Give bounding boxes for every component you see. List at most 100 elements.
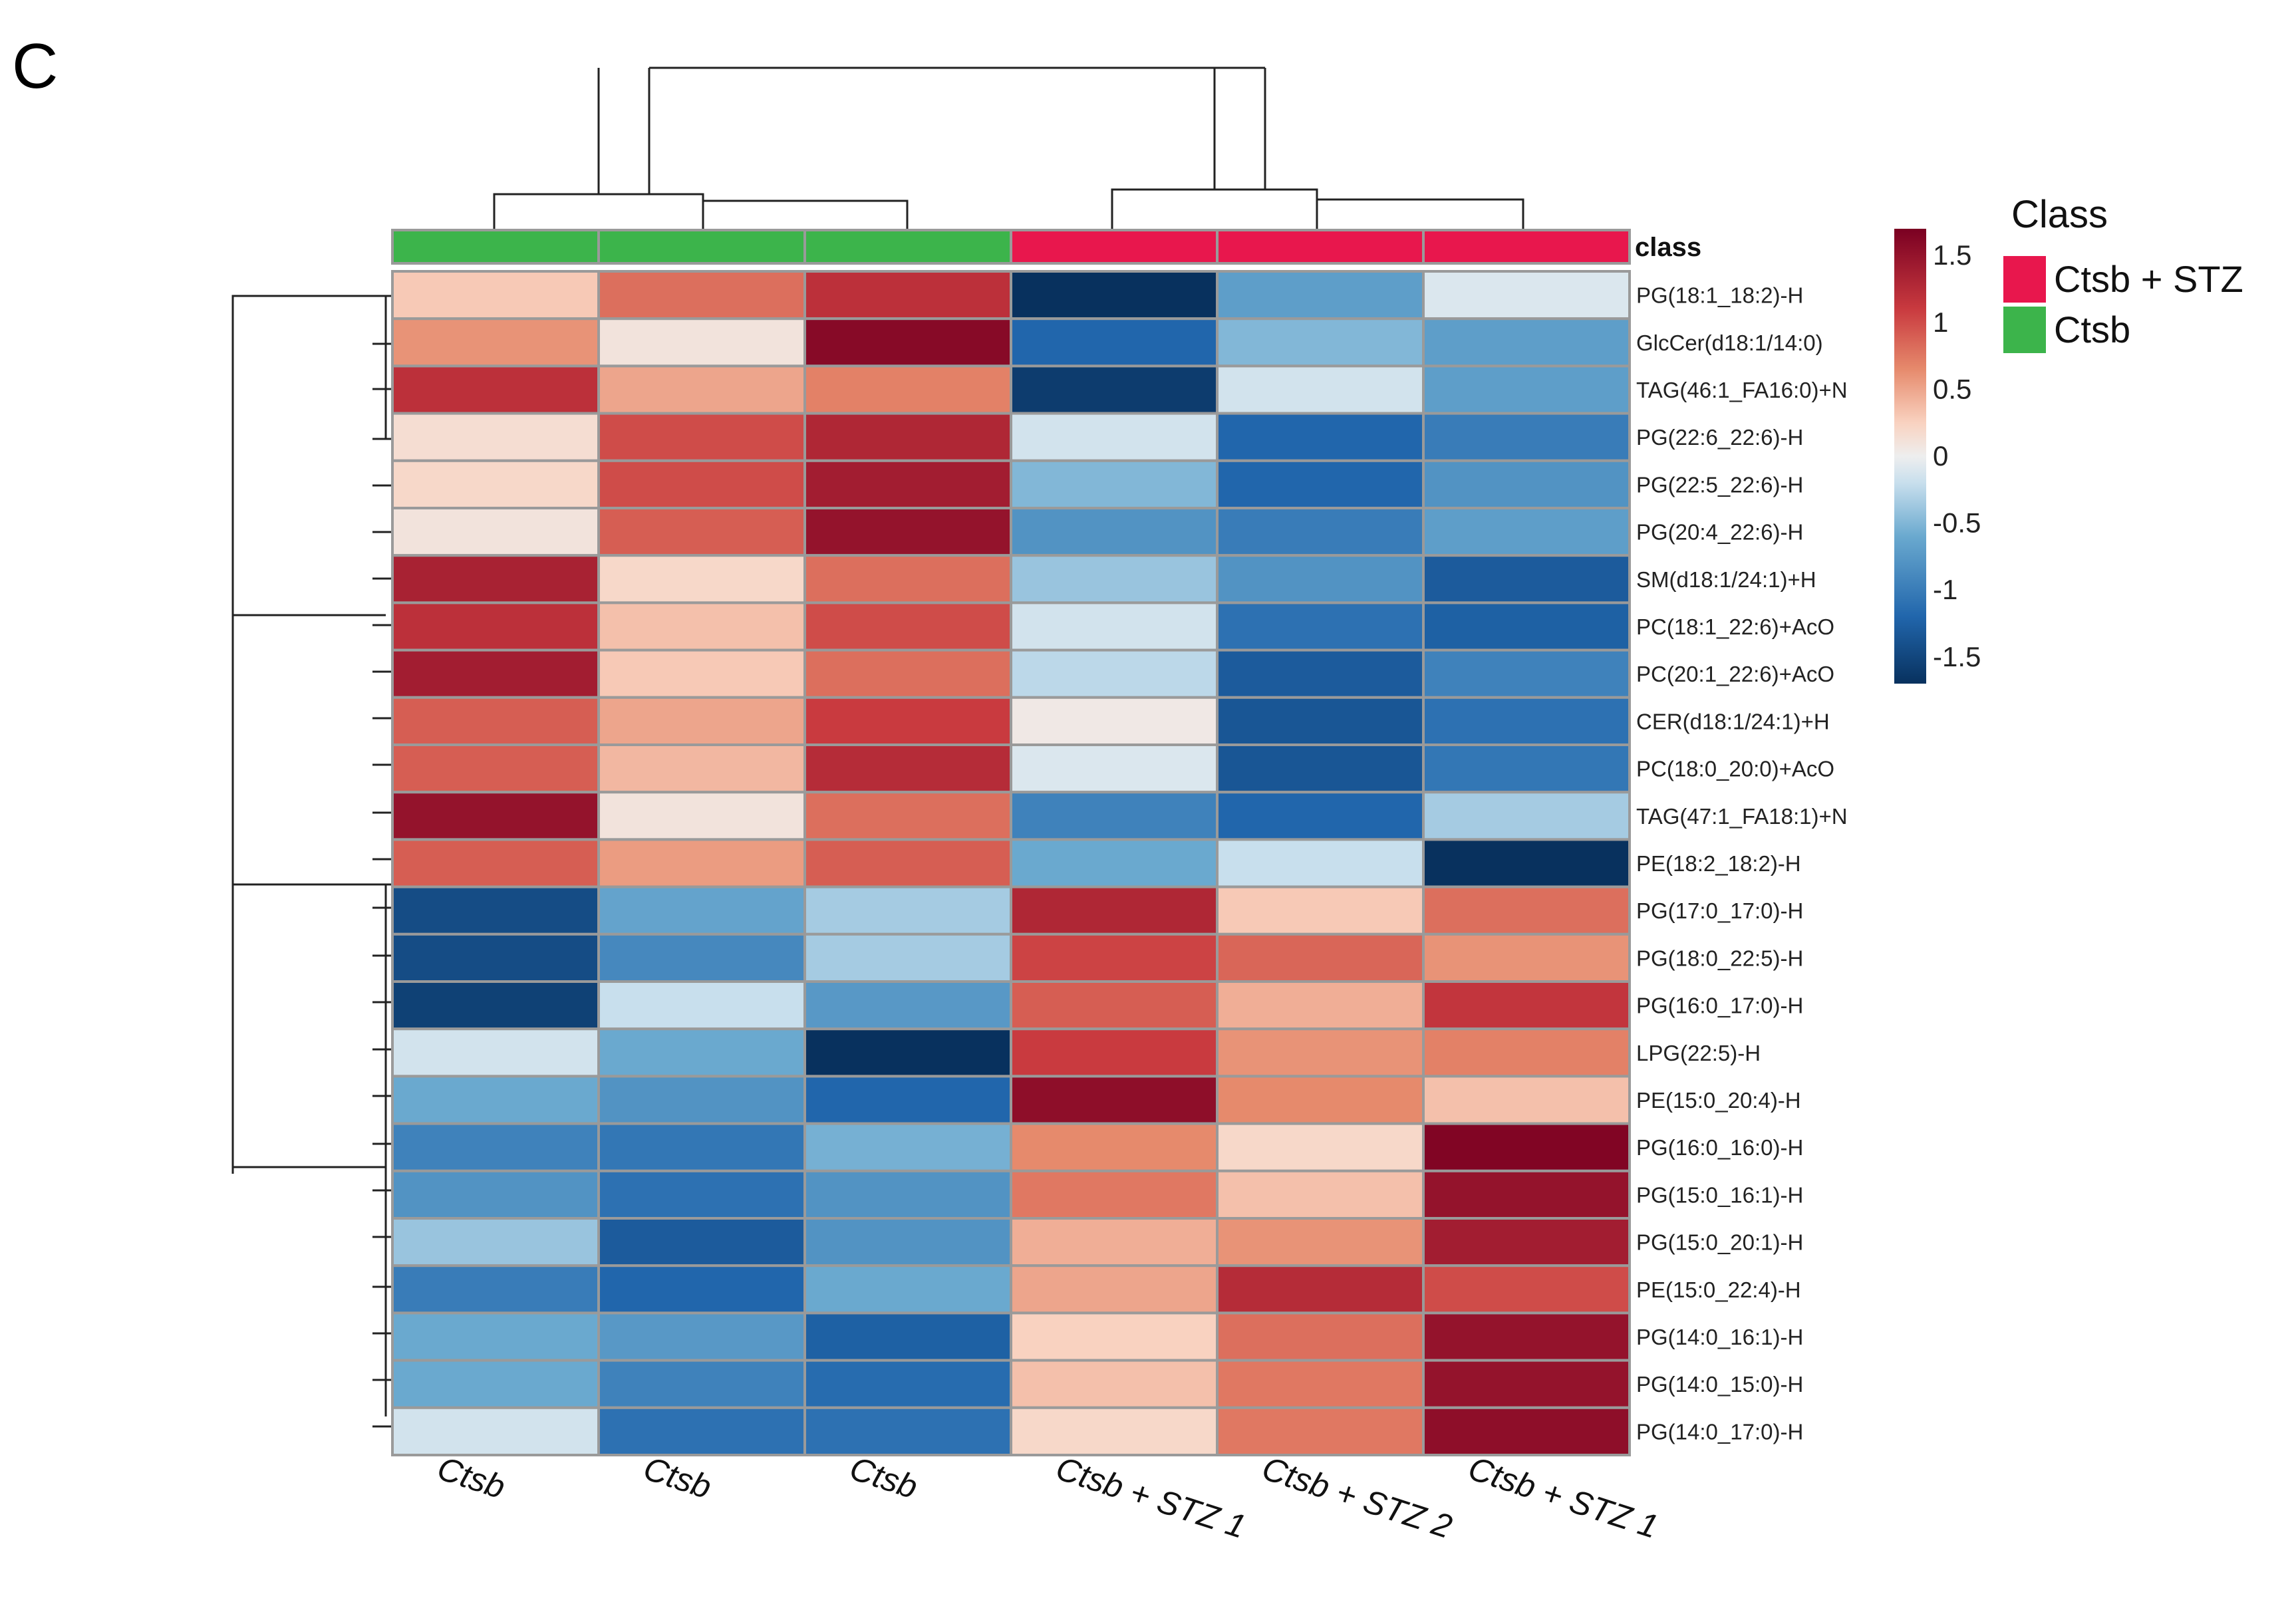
heatmap-cell <box>597 507 806 557</box>
heatmap-cell <box>1010 1406 1219 1457</box>
heatmap-cell <box>597 364 806 415</box>
heatmap-cell <box>1010 838 1219 888</box>
row-label: PG(18:1_18:2)-H <box>1636 283 1803 308</box>
heatmap-cell <box>1010 743 1219 794</box>
heatmap-cell <box>1422 601 1631 652</box>
heatmap-cell <box>1422 1122 1631 1172</box>
heatmap-cell <box>597 554 806 604</box>
heatmap-cell <box>1422 1075 1631 1125</box>
heatmap-cell <box>597 317 806 368</box>
color-scale-tick: 1.5 <box>1933 239 1971 271</box>
row-label: PG(14:0_17:0)-H <box>1636 1419 1803 1444</box>
heatmap-cell <box>391 980 600 1031</box>
heatmap-cell <box>1216 507 1425 557</box>
row-label: PG(14:0_15:0)-H <box>1636 1372 1803 1397</box>
heatmap-cell <box>803 459 1012 509</box>
heatmap-cell <box>803 1122 1012 1172</box>
column-labels: Ctsb Ctsb Ctsb Ctsb + STZ 1 Ctsb + STZ 2 Ctsb… <box>433 1449 1663 1545</box>
row-label: PG(15:0_20:1)-H <box>1636 1230 1803 1255</box>
heatmap-cell <box>1422 932 1631 984</box>
row-label: TAG(46:1_FA16:0)+N <box>1636 378 1848 402</box>
heatmap-cell <box>1010 696 1219 747</box>
heatmap-cells <box>391 270 1631 1457</box>
heatmap-cell <box>803 1406 1012 1457</box>
heatmap-cell <box>1216 1359 1425 1409</box>
heatmap-cell <box>1010 1311 1219 1362</box>
heatmap-cell <box>391 554 600 604</box>
heatmap-cell <box>1010 1217 1219 1268</box>
row-labels: PG(18:1_18:2)-H GlcCer(d18:1/14:0) TAG(46:… <box>1636 283 1848 1444</box>
heatmap-cell <box>391 412 600 462</box>
heatmap-cell <box>597 412 806 462</box>
row-label: PE(18:2_18:2)-H <box>1636 851 1801 876</box>
heatmap-cell <box>1422 317 1631 368</box>
heatmap-cell <box>1216 270 1425 321</box>
heatmap-cell <box>1422 838 1631 888</box>
heatmap-cell <box>597 932 806 984</box>
heatmap-cell <box>597 1027 806 1078</box>
heatmap-cell <box>1216 1217 1425 1268</box>
heatmap-cell <box>1422 1169 1631 1220</box>
heatmap-cell <box>803 885 1012 936</box>
row-label: PG(15:0_16:1)-H <box>1636 1182 1803 1207</box>
heatmap-cell <box>391 885 600 936</box>
heatmap-cell <box>1216 1169 1425 1220</box>
class-bar-cell <box>391 229 600 265</box>
heatmap-cell <box>803 648 1012 699</box>
heatmap-cell <box>1422 270 1631 321</box>
heatmap-cell <box>803 743 1012 794</box>
heatmap-cell <box>597 270 806 321</box>
heatmap-cell <box>1010 1027 1219 1078</box>
heatmap-cell <box>391 270 600 321</box>
row-label: PC(18:1_22:6)+AcO <box>1636 614 1834 639</box>
class-legend-swatch <box>2003 256 2046 303</box>
heatmap-cell <box>597 1075 806 1125</box>
class-bar-cell <box>1422 229 1631 265</box>
heatmap-cell <box>1422 412 1631 462</box>
heatmap-cell <box>1010 601 1219 652</box>
heatmap-cell <box>391 317 600 368</box>
heatmap-cell <box>1422 696 1631 747</box>
class-annotation-bar <box>391 229 1631 265</box>
class-bar-cell <box>1216 229 1425 265</box>
class-bar-cell <box>597 229 806 265</box>
class-row-label: class <box>1635 233 1701 262</box>
heatmap-cell <box>391 791 600 841</box>
heatmap-cell <box>803 1075 1012 1125</box>
heatmap-cell <box>1216 1311 1425 1362</box>
heatmap-cell <box>803 507 1012 557</box>
color-scale-tick: -0.5 <box>1933 507 1981 539</box>
heatmap-cell <box>597 1169 806 1220</box>
color-scale-tick: -1.5 <box>1933 641 1981 672</box>
row-label: PE(15:0_22:4)-H <box>1636 1277 1801 1302</box>
heatmap-cell <box>391 743 600 794</box>
heatmap-cell <box>597 648 806 699</box>
heatmap-cell <box>803 412 1012 462</box>
row-label: TAG(47:1_FA18:1)+N <box>1636 804 1848 829</box>
class-legend-label: Ctsb + STZ <box>2054 258 2243 300</box>
heatmap-cell <box>391 1406 600 1457</box>
heatmap-cell <box>803 554 1012 604</box>
heatmap-cell <box>1422 554 1631 604</box>
heatmap-cell <box>1216 838 1425 888</box>
heatmap-cell <box>597 791 806 841</box>
heatmap-cell <box>391 696 600 747</box>
heatmap-cell <box>1216 696 1425 747</box>
row-label: PC(18:0_20:0)+AcO <box>1636 757 1834 781</box>
heatmap-cell <box>803 317 1012 368</box>
heatmap-cell <box>1216 459 1425 509</box>
heatmap-cell <box>1216 412 1425 462</box>
heatmap-cell <box>597 601 806 652</box>
heatmap-cell <box>597 1311 806 1362</box>
heatmap-cell <box>1216 601 1425 652</box>
heatmap-cell <box>1216 1027 1425 1078</box>
heatmap-cell <box>1010 317 1219 368</box>
heatmap-cell <box>1216 317 1425 368</box>
color-scale-tick: 1 <box>1933 307 1948 338</box>
heatmap-cell <box>1010 980 1219 1031</box>
heatmap-cell <box>597 980 806 1031</box>
heatmap-cell <box>1010 412 1219 462</box>
row-label: PG(22:5_22:6)-H <box>1636 472 1803 497</box>
heatmap-cell <box>1010 1169 1219 1220</box>
